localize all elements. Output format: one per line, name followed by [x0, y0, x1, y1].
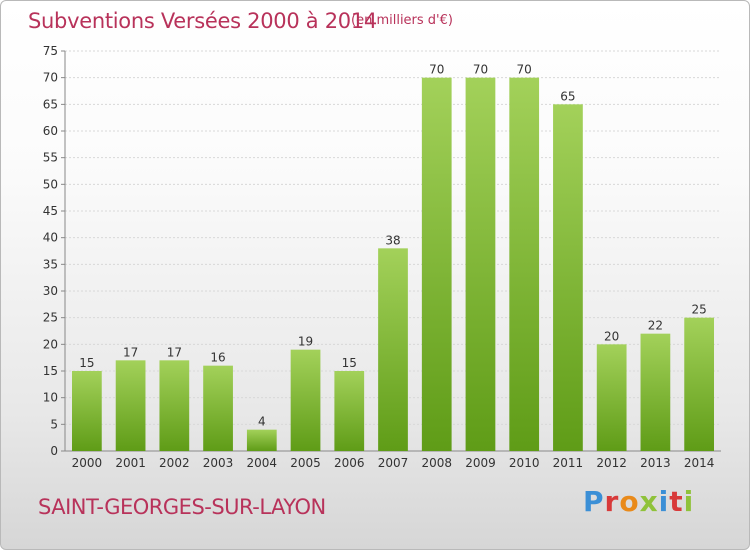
- x-tick-label: 2006: [334, 456, 365, 470]
- data-label: 4: [258, 415, 266, 429]
- x-tick-label: 2000: [72, 456, 103, 470]
- y-tick-label: 0: [50, 444, 58, 458]
- chart-title: Subventions Versées 2000 à 2014: [28, 9, 377, 33]
- y-tick-label: 70: [43, 71, 58, 85]
- y-tick-label: 30: [43, 284, 58, 298]
- bar: [203, 365, 233, 451]
- data-label: 17: [123, 345, 138, 359]
- y-tick-label: 20: [43, 337, 58, 351]
- bar: [465, 77, 496, 452]
- data-label: 17: [167, 345, 182, 359]
- x-tick-label: 2005: [290, 456, 321, 470]
- bar: [290, 349, 321, 451]
- bar: [684, 317, 715, 451]
- unit-note: (en milliers d'€): [351, 13, 453, 28]
- x-tick-label: 2002: [159, 456, 190, 470]
- y-tick-label: 40: [43, 231, 58, 245]
- data-label: 15: [342, 356, 357, 370]
- data-label: 15: [79, 356, 94, 370]
- data-label: 25: [691, 303, 706, 317]
- bar: [334, 371, 365, 451]
- y-tick-label: 10: [43, 391, 58, 405]
- y-tick-label: 15: [43, 364, 58, 378]
- x-tick-label: 2014: [684, 456, 715, 470]
- data-label: 70: [429, 63, 444, 77]
- data-label: 20: [604, 329, 619, 343]
- data-label: 16: [210, 351, 225, 365]
- bar: [640, 333, 671, 451]
- x-tick-label: 2009: [465, 456, 496, 470]
- bar: [246, 429, 277, 451]
- x-tick-label: 2008: [421, 456, 452, 470]
- x-tick-label: 2011: [553, 456, 584, 470]
- y-tick-label: 55: [43, 151, 58, 165]
- bar: [553, 104, 583, 451]
- bar: [71, 371, 102, 451]
- x-tick-label: 2010: [509, 456, 540, 470]
- y-tick-label: 75: [43, 44, 58, 58]
- y-tick-label: 65: [43, 97, 58, 111]
- x-tick-label: 2004: [247, 456, 278, 470]
- x-tick-label: 2013: [640, 456, 671, 470]
- x-tick-label: 2007: [378, 456, 409, 470]
- y-tick-label: 5: [50, 417, 58, 431]
- bar: [115, 360, 146, 451]
- bar: [509, 77, 540, 452]
- data-label: 65: [560, 89, 575, 103]
- proxiti-logo: Proxiti: [583, 485, 695, 518]
- x-tick-label: 2003: [203, 456, 234, 470]
- bar: [421, 77, 452, 452]
- bar: [378, 248, 408, 451]
- commune-name: SAINT-GEORGES-SUR-LAYON: [38, 495, 326, 519]
- y-tick-label: 45: [43, 204, 58, 218]
- data-label: 19: [298, 335, 313, 349]
- data-label: 38: [385, 233, 400, 247]
- y-tick-label: 25: [43, 311, 58, 325]
- data-label: 22: [648, 319, 663, 333]
- bar: [159, 360, 190, 451]
- y-tick-label: 35: [43, 257, 58, 271]
- bar: [596, 344, 627, 451]
- x-tick-label: 2012: [596, 456, 627, 470]
- data-label: 70: [473, 63, 488, 77]
- data-label: 70: [517, 63, 532, 77]
- x-tick-label: 2001: [115, 456, 146, 470]
- y-tick-label: 50: [43, 177, 58, 191]
- y-tick-label: 60: [43, 124, 58, 138]
